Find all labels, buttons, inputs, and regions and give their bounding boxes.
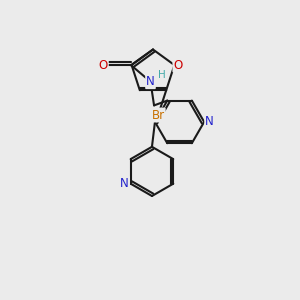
Text: Br: Br	[152, 109, 165, 122]
Text: N: N	[146, 75, 155, 88]
Text: N: N	[120, 177, 129, 190]
Text: H: H	[158, 70, 166, 80]
Text: O: O	[173, 58, 183, 71]
Text: O: O	[98, 59, 108, 72]
Text: N: N	[205, 116, 214, 128]
